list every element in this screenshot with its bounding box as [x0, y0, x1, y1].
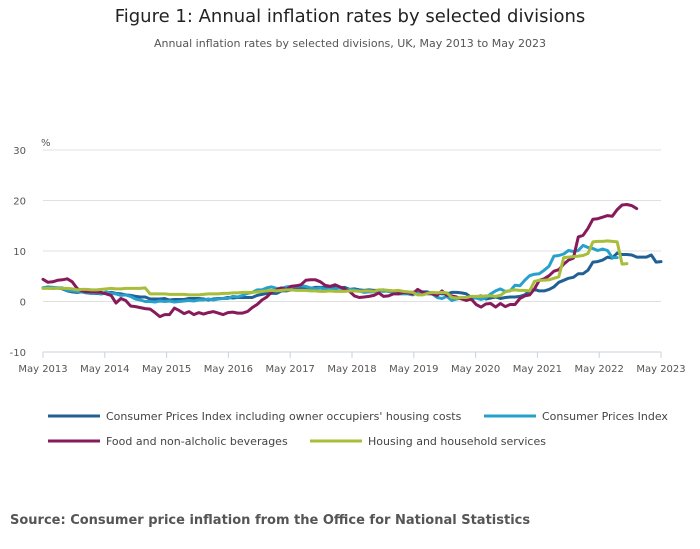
y-tick-label: 30: [13, 146, 26, 157]
y-tick-label: 0: [20, 298, 26, 309]
x-tick-label: May 2015: [142, 364, 191, 375]
legend-item[interactable]: Housing and household services: [310, 435, 546, 448]
legend: Consumer Prices Index including owner oc…: [48, 410, 668, 448]
legend-label: Housing and household services: [368, 435, 546, 448]
x-tick-label: May 2023: [636, 364, 685, 375]
chart-subtitle: Annual inflation rates by selected divis…: [153, 37, 547, 50]
source-note: Source: Consumer price inflation from th…: [10, 513, 531, 528]
x-tick-label: May 2016: [204, 364, 253, 375]
y-axis-unit: %: [41, 138, 51, 149]
legend-label: Food and non-alcholic beverages: [106, 435, 288, 448]
x-tick-label: May 2020: [451, 364, 500, 375]
y-axis: 30 20 10 0 -10%: [10, 138, 51, 359]
x-tick-label: May 2021: [513, 364, 562, 375]
y-tick-label: -10: [10, 348, 26, 359]
y-tick-label: 10: [13, 247, 26, 258]
x-tick-label: May 2019: [389, 364, 438, 375]
y-tick-label: 20: [13, 197, 26, 208]
series-lines: [41, 203, 663, 319]
series-line-3[interactable]: [41, 239, 629, 300]
x-axis: May 2013 May 2014 May 2015 May 2016 May 2017…: [18, 351, 686, 375]
x-tick-label: May 2013: [18, 364, 67, 375]
legend-item[interactable]: Consumer Prices Index including owner oc…: [48, 410, 462, 423]
x-tick-label: May 2014: [80, 364, 129, 375]
chart-title: Figure 1: Annual inflation rates by sele…: [114, 6, 586, 27]
x-tick-label: May 2022: [575, 364, 624, 375]
series-line-2[interactable]: [41, 203, 639, 319]
legend-item[interactable]: Food and non-alcholic beverages: [48, 435, 288, 448]
legend-label: Consumer Prices Index including owner oc…: [106, 410, 462, 423]
legend-item[interactable]: Consumer Prices Index: [484, 410, 668, 423]
x-tick-label: May 2017: [266, 364, 315, 375]
legend-label: Consumer Prices Index: [542, 410, 668, 423]
x-tick-label: May 2018: [327, 364, 376, 375]
